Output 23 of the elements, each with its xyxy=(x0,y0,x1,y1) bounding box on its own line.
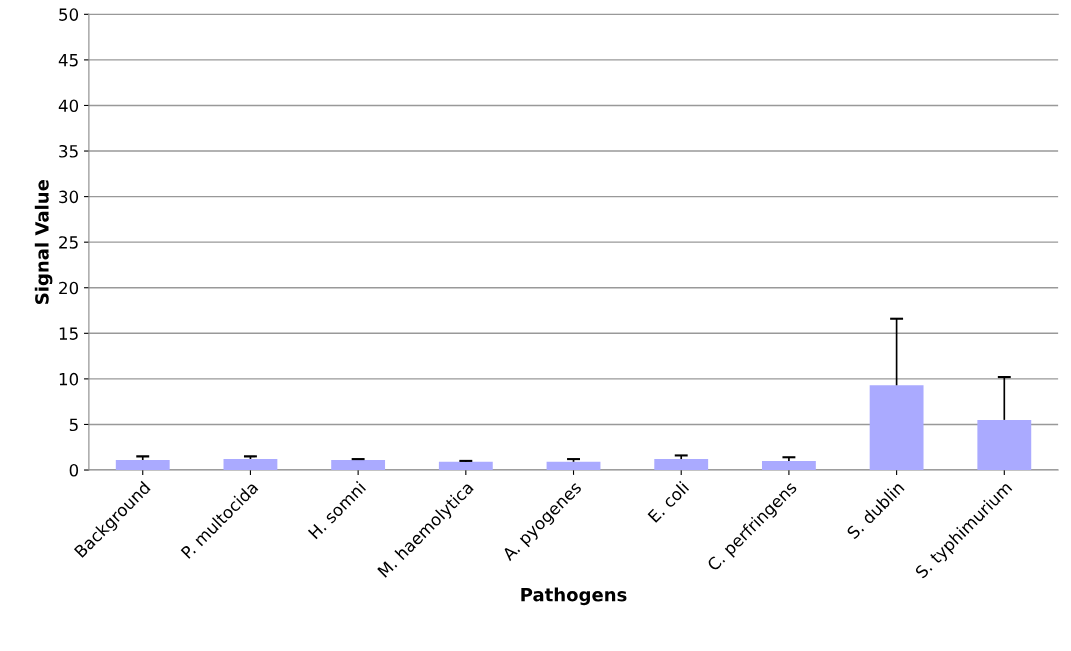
y-tick-label: 25 xyxy=(59,236,78,249)
x-axis-title: Pathogens xyxy=(521,587,627,606)
bar xyxy=(654,459,709,471)
y-tick-label: 30 xyxy=(59,190,79,204)
y-tick-label: 10 xyxy=(59,372,79,386)
bar xyxy=(115,460,170,471)
bar xyxy=(761,460,816,471)
bar xyxy=(869,385,924,471)
bar xyxy=(977,419,1032,471)
bar xyxy=(438,461,493,471)
bar xyxy=(331,460,386,471)
bar xyxy=(546,461,601,471)
y-tick-label: 35 xyxy=(59,144,78,158)
y-tick-label: 45 xyxy=(58,54,78,67)
y-tick-label: 50 xyxy=(59,8,79,21)
y-tick-label: 0 xyxy=(69,463,79,477)
y-tick-label: 20 xyxy=(59,281,79,295)
x-tick-label: E. coli xyxy=(647,480,690,523)
y-tick-label: 40 xyxy=(58,99,79,113)
y-tick-label: 15 xyxy=(59,327,78,340)
bar xyxy=(223,459,278,471)
y-axis-title: Signal Value xyxy=(34,180,53,304)
y-tick-label: 5 xyxy=(69,418,78,432)
